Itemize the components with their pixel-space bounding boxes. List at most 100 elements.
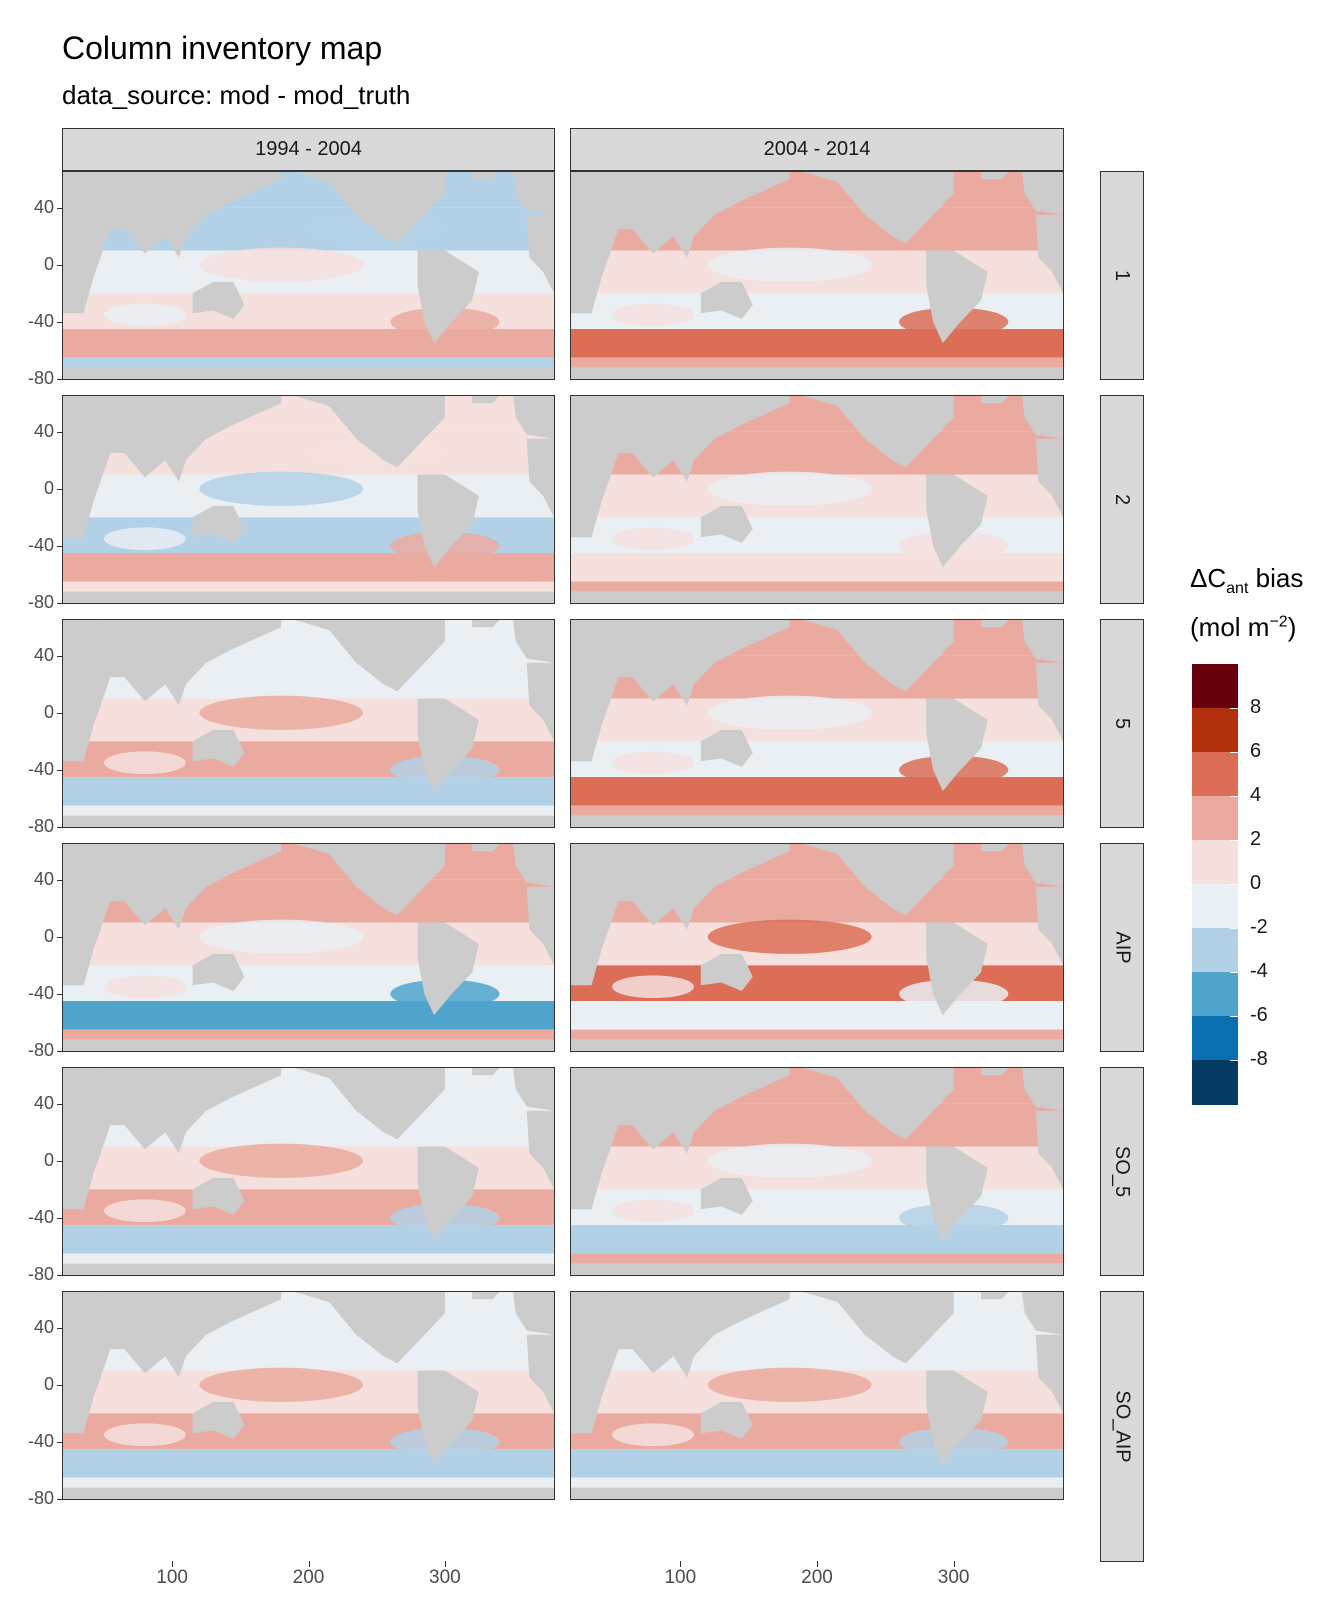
- land-south-america: [926, 474, 988, 568]
- land-greenland: [981, 1068, 1009, 1076]
- land-europe-east: [513, 172, 554, 215]
- land-north-america: [294, 1292, 445, 1364]
- ocean-band: [571, 1001, 1063, 1030]
- ocean-band: [63, 805, 554, 816]
- ocean-band: [63, 1001, 554, 1030]
- y-tick-mark: [57, 488, 62, 490]
- ocean-anomaly: [707, 471, 872, 506]
- land-asia: [605, 172, 790, 258]
- land-south-america: [926, 250, 988, 344]
- y-tick-mark: [57, 379, 62, 380]
- land-greenland: [981, 396, 1009, 404]
- map-panel-SO_5-1: [62, 1067, 555, 1276]
- ocean-anomaly: [103, 527, 186, 551]
- map-panel-2-2: [570, 395, 1064, 604]
- land-australia: [700, 281, 753, 319]
- land-africa-east: [1035, 662, 1063, 742]
- legend-color-bin: [1192, 1016, 1238, 1061]
- land-europe-east: [513, 844, 554, 887]
- ocean-band: [571, 1253, 1063, 1264]
- ocean-band: [63, 1449, 554, 1478]
- x-tick-label: 300: [429, 1567, 461, 1588]
- land-greenland: [981, 1292, 1009, 1300]
- ocean-band: [571, 581, 1063, 592]
- legend-tick: [1230, 840, 1238, 841]
- land-greenland: [981, 172, 1009, 180]
- land-antarctica: [571, 815, 1063, 827]
- y-tick-label: 0: [43, 925, 54, 946]
- legend-title: ΔCant bias: [1190, 563, 1304, 598]
- x-tick-label: 100: [156, 1567, 188, 1588]
- land-australia: [192, 1177, 245, 1215]
- land-australia: [192, 505, 245, 543]
- land-antarctica: [571, 1039, 1063, 1051]
- y-tick-mark: [57, 1051, 62, 1052]
- legend-label: -4: [1250, 960, 1268, 982]
- ocean-band: [63, 329, 554, 358]
- row-strip-2: 2: [1100, 395, 1144, 604]
- y-tick-label: 40: [33, 1092, 54, 1113]
- y-tick-label: -40: [27, 1430, 54, 1451]
- land-europe-east: [513, 620, 554, 663]
- ocean-band: [571, 1029, 1063, 1040]
- ocean-anomaly: [612, 975, 694, 999]
- land-europe-east: [513, 1068, 554, 1111]
- land-australia: [192, 729, 245, 767]
- land-africa-east: [526, 1334, 554, 1414]
- land-australia: [700, 505, 753, 543]
- y-tick-mark: [57, 827, 62, 828]
- row-strip-5: 5: [1100, 619, 1144, 828]
- land-asia: [97, 172, 282, 258]
- ocean-anomaly: [707, 695, 872, 730]
- legend-unit: (mol m−2): [1190, 612, 1297, 642]
- legend-color-bin: [1192, 708, 1238, 753]
- x-tick-mark: [444, 1561, 446, 1567]
- row-strip-label: SO_AIP: [1111, 1390, 1134, 1463]
- row-strip-label: AIP: [1111, 931, 1134, 964]
- land-south-america: [417, 250, 479, 344]
- land-antarctica: [63, 367, 554, 379]
- land-europe-east: [1022, 1068, 1063, 1111]
- land-antarctica: [63, 591, 554, 603]
- x-tick-mark: [953, 1561, 955, 1567]
- land-antarctica: [571, 591, 1063, 603]
- ocean-band: [571, 1449, 1063, 1478]
- legend-tick: [1230, 708, 1238, 709]
- land-asia: [605, 1292, 790, 1378]
- ocean-anomaly: [199, 1143, 364, 1178]
- y-tick-label: 40: [33, 196, 54, 217]
- legend-color-bin: [1192, 884, 1238, 929]
- ocean-band: [63, 1253, 554, 1264]
- row-strip-1: 1: [1100, 171, 1144, 380]
- ocean-band: [571, 805, 1063, 816]
- land-south-america: [926, 1146, 988, 1240]
- ocean-anomaly: [103, 303, 186, 327]
- land-south-america: [926, 922, 988, 1016]
- ocean-band: [63, 1029, 554, 1040]
- legend-color-bin: [1192, 752, 1238, 797]
- ocean-anomaly: [707, 1143, 872, 1178]
- map-panel-AIP-1: [62, 843, 555, 1052]
- ocean-band: [63, 357, 554, 368]
- land-asia: [97, 620, 282, 706]
- land-asia: [97, 1068, 282, 1154]
- y-tick-label: 40: [33, 868, 54, 889]
- y-tick-mark: [57, 431, 62, 433]
- y-tick-mark: [57, 879, 62, 881]
- row-strip-label: 1: [1111, 269, 1134, 282]
- legend-tick: [1230, 1060, 1238, 1061]
- land-greenland: [472, 844, 500, 852]
- y-tick-label: -80: [27, 1264, 54, 1284]
- ocean-band: [63, 581, 554, 592]
- land-north-america: [294, 172, 445, 244]
- land-africa-east: [1035, 1110, 1063, 1190]
- land-greenland: [472, 172, 500, 180]
- column-strip-1994-2004: 1994 - 2004: [62, 128, 555, 171]
- land-australia: [700, 953, 753, 991]
- land-europe-east: [1022, 620, 1063, 663]
- legend-label: 4: [1250, 784, 1262, 806]
- land-australia: [192, 1401, 245, 1439]
- ocean-band: [571, 777, 1063, 806]
- y-tick-label: -80: [27, 592, 54, 612]
- y-tick-label: -40: [27, 758, 54, 779]
